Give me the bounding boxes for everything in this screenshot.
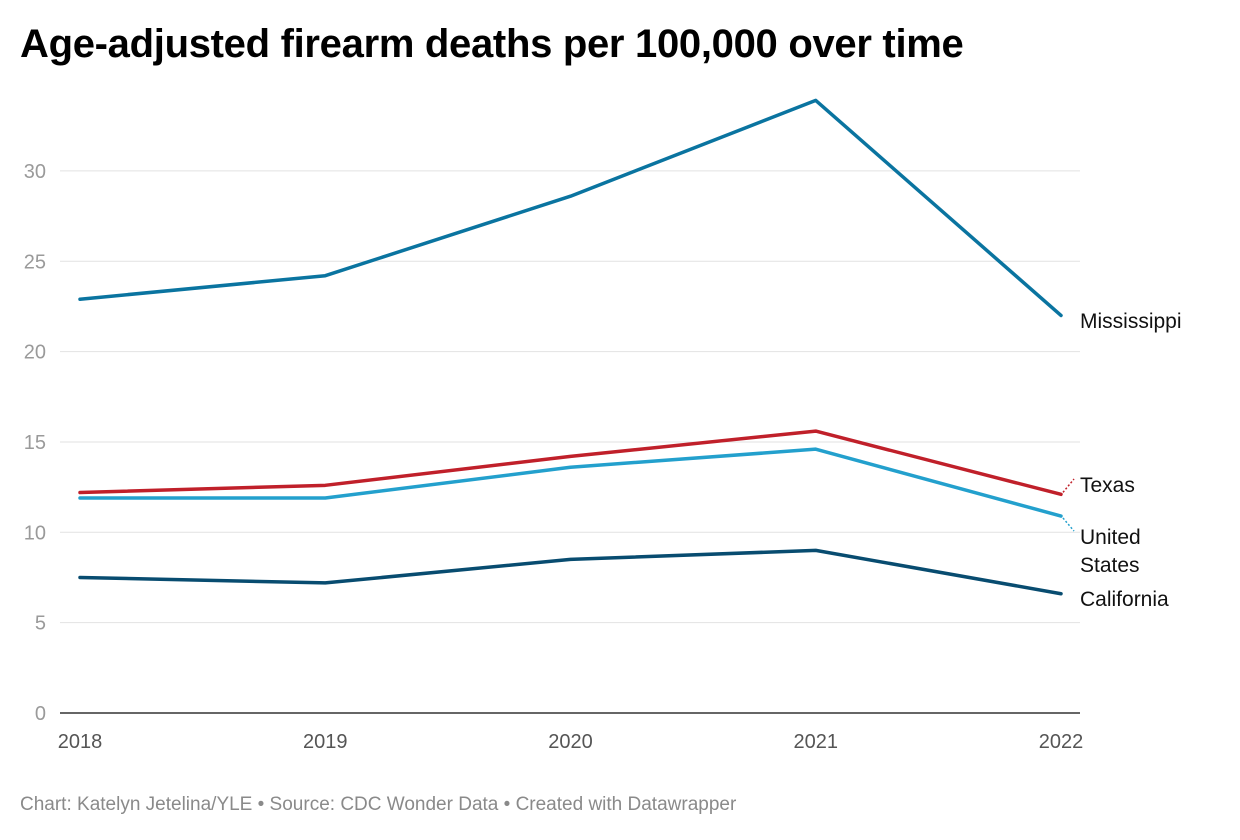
- y-tick-label: 10: [24, 522, 46, 544]
- x-tick-label: 2019: [303, 731, 348, 753]
- x-tick-label: 2021: [794, 731, 839, 753]
- line-chart: 0 5 10 15 20 25 30 2018 2019 2020 2021 2022 Missis…: [24, 98, 1182, 753]
- series-lines: [78, 98, 1063, 596]
- y-tick-label: 0: [35, 703, 46, 725]
- mississippi-label: Mississippi: [1080, 310, 1182, 333]
- y-tick-label: 20: [24, 342, 46, 364]
- chart-title: Age-adjusted firearm deaths per 100,000 …: [20, 22, 964, 66]
- united-states-label-line: United: [1080, 526, 1141, 549]
- y-tick-label: 15: [24, 432, 46, 454]
- united-states-line: [78, 447, 1063, 518]
- series-labels: Mississippi Texas United States California: [1062, 310, 1182, 611]
- chart-footer: Chart: Katelyn Jetelina/YLE • Source: CD…: [20, 794, 737, 815]
- texas-label: Texas: [1080, 474, 1135, 497]
- california-label: California: [1080, 588, 1169, 611]
- y-axis-ticks: 0 5 10 15 20 25 30: [24, 161, 46, 725]
- united-states-label-line: States: [1080, 554, 1140, 577]
- california-line: [78, 548, 1063, 596]
- texas-line: [78, 429, 1063, 497]
- y-tick-label: 5: [35, 613, 46, 635]
- x-tick-label: 2020: [548, 731, 593, 753]
- y-tick-label: 30: [24, 161, 46, 183]
- mississippi-line: [78, 98, 1063, 318]
- y-tick-label: 25: [24, 251, 46, 273]
- x-tick-label: 2018: [58, 731, 103, 753]
- texas-leader: [1062, 478, 1075, 493]
- united-states-label: United States: [1080, 526, 1141, 577]
- united-states-leader: [1062, 517, 1075, 532]
- x-tick-label: 2022: [1039, 731, 1084, 753]
- x-axis-ticks: 2018 2019 2020 2021 2022: [58, 731, 1084, 753]
- gridlines: [60, 170, 1080, 714]
